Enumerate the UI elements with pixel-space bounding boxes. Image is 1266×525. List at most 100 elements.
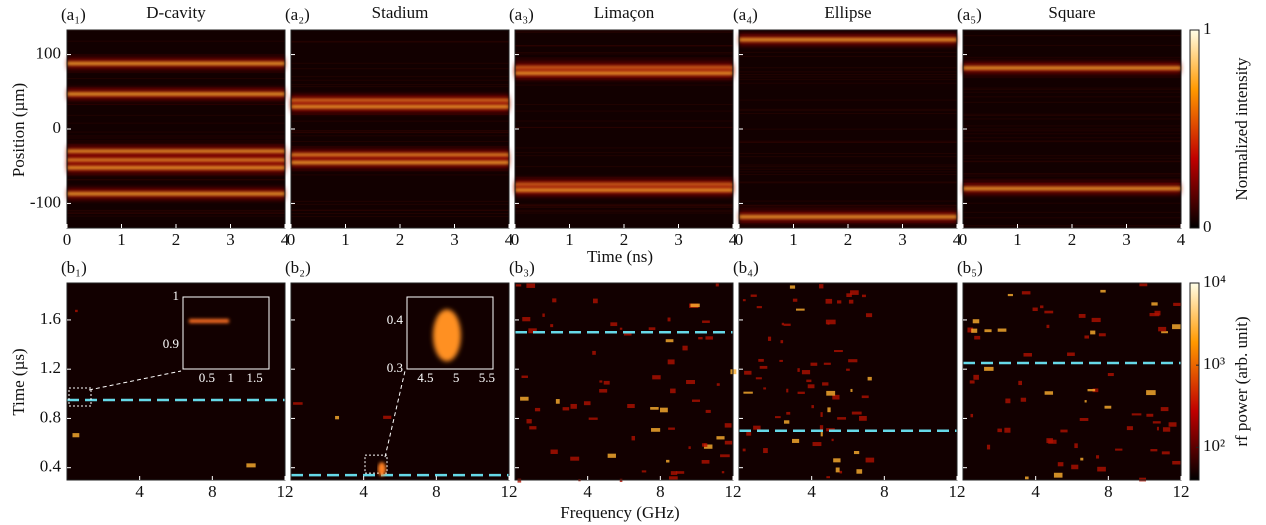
texture xyxy=(774,416,781,419)
texture xyxy=(970,413,974,418)
texture xyxy=(291,40,509,42)
inset-y-tick-label: 0.9 xyxy=(163,336,179,351)
x-tick-label: 4 xyxy=(807,482,816,501)
texture xyxy=(739,67,957,69)
x-tick-label: 1 xyxy=(341,230,350,249)
texture xyxy=(291,135,509,137)
texture xyxy=(963,96,1181,98)
texture xyxy=(716,383,720,386)
texture xyxy=(291,141,509,143)
panel-title: Square xyxy=(1048,3,1095,22)
texture xyxy=(619,327,623,330)
texture xyxy=(963,157,1181,159)
texture xyxy=(1172,460,1181,465)
texture xyxy=(739,168,957,170)
texture xyxy=(1048,439,1057,444)
x-tick-label: 0 xyxy=(511,230,520,249)
texture xyxy=(846,368,850,371)
texture xyxy=(743,391,753,394)
texture xyxy=(721,471,725,474)
texture xyxy=(746,431,752,436)
texture xyxy=(797,368,800,372)
texture xyxy=(291,79,509,81)
texture xyxy=(670,388,676,394)
texture xyxy=(515,152,733,154)
texture xyxy=(670,471,678,475)
texture xyxy=(739,153,957,155)
texture xyxy=(744,370,752,375)
texture xyxy=(739,82,957,84)
texture xyxy=(1078,313,1086,318)
texture xyxy=(515,166,733,168)
texture xyxy=(659,407,668,413)
x-axis-label: Time (ns) xyxy=(587,247,653,266)
y-tick-label: 0 xyxy=(53,118,62,137)
texture xyxy=(819,284,824,289)
texture xyxy=(534,407,541,412)
texture xyxy=(682,345,688,351)
texture xyxy=(750,294,757,297)
texture xyxy=(789,285,796,289)
texture xyxy=(520,396,529,401)
texture xyxy=(67,135,285,137)
texture xyxy=(515,176,733,178)
panel-title: D-cavity xyxy=(146,3,206,22)
texture xyxy=(763,448,768,454)
texture xyxy=(1100,289,1106,293)
texture xyxy=(963,125,1181,127)
texture xyxy=(1025,476,1029,480)
texture xyxy=(739,55,957,57)
texture xyxy=(291,68,509,70)
stripe xyxy=(963,66,1181,70)
texture xyxy=(631,435,636,441)
x-tick-label: 8 xyxy=(208,482,217,501)
texture xyxy=(753,425,761,430)
stripe xyxy=(739,215,957,219)
y-tick-label: 0.8 xyxy=(40,407,61,426)
texture xyxy=(515,104,733,106)
texture xyxy=(67,215,285,217)
texture xyxy=(861,395,869,399)
texture xyxy=(67,144,285,146)
texture xyxy=(865,457,875,463)
texture xyxy=(291,174,509,176)
panel: 0.5 1 1.5 0.9 1 (b₁) 4 8 12 0.4 0.8 1.2 1.6 xyxy=(40,258,294,501)
plot-background xyxy=(739,30,957,228)
colorbar-tick-label: 0 xyxy=(1203,217,1212,236)
texture xyxy=(856,469,863,474)
panel: (a₅) 0 1 2 3 4 xyxy=(957,5,1186,249)
texture xyxy=(1032,307,1038,312)
texture xyxy=(779,359,783,362)
texture xyxy=(291,84,509,86)
texture xyxy=(825,298,833,304)
stripe xyxy=(515,188,733,192)
texture xyxy=(1087,389,1096,392)
inset-y-tick-label: 0.4 xyxy=(387,312,404,327)
y-tick-label: 100 xyxy=(36,43,62,62)
texture xyxy=(861,294,866,298)
x-tick-label: 3 xyxy=(1122,230,1131,249)
texture xyxy=(739,181,957,183)
texture xyxy=(837,300,842,304)
panel: (b₅) 4 8 12 xyxy=(957,258,1190,501)
texture xyxy=(291,216,509,218)
texture xyxy=(850,388,853,392)
panel-tag: (b₃) xyxy=(509,258,535,277)
texture xyxy=(588,417,598,420)
y-tick-label: 1.6 xyxy=(40,309,61,328)
texture xyxy=(742,299,746,302)
x-tick-label: 3 xyxy=(450,230,459,249)
x-tick-label: 12 xyxy=(949,482,966,501)
inset-background xyxy=(182,296,270,370)
texture xyxy=(291,41,509,43)
spot xyxy=(377,462,386,477)
texture xyxy=(739,51,957,53)
texture xyxy=(715,283,719,287)
texture xyxy=(820,412,823,417)
texture xyxy=(822,382,829,386)
texture xyxy=(739,182,957,184)
texture xyxy=(1074,443,1078,449)
texture xyxy=(1154,310,1161,316)
texture xyxy=(963,113,1181,115)
texture xyxy=(963,141,1181,143)
